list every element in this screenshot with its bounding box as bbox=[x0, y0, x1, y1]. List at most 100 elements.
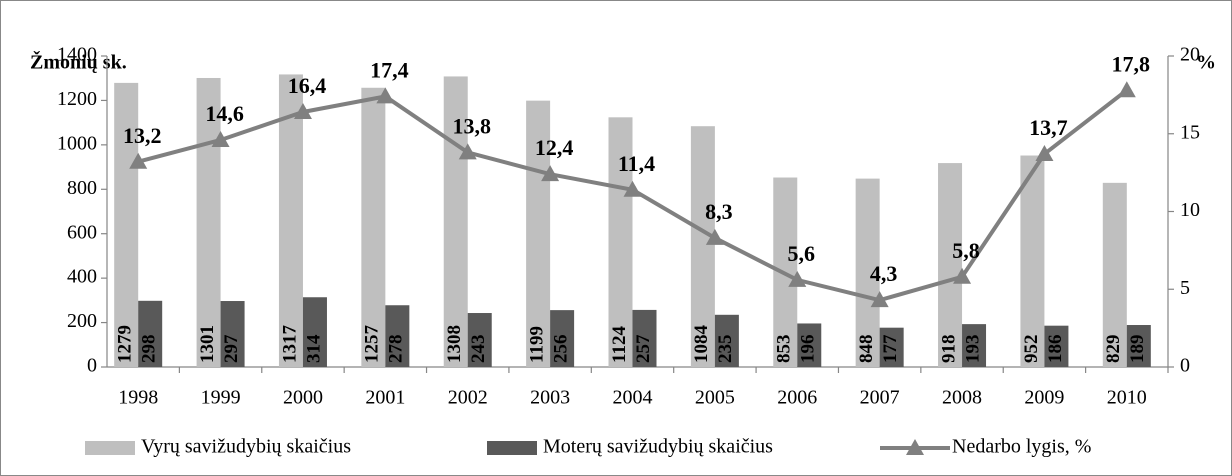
x-tick-label: 2006 bbox=[777, 387, 817, 409]
y-tick-label: 1200 bbox=[57, 88, 97, 110]
y-axis-title: Žmonių sk. bbox=[30, 50, 127, 74]
bar-value-label: 1301 bbox=[197, 325, 218, 363]
bar bbox=[879, 327, 904, 367]
line-marker bbox=[129, 152, 148, 169]
x-tick-label: 2009 bbox=[1024, 387, 1064, 409]
line-value-label: 16,4 bbox=[288, 73, 327, 98]
bar-value-label: 256 bbox=[550, 335, 571, 364]
line-value-label: 11,4 bbox=[618, 151, 655, 176]
x-tick-label: 2007 bbox=[860, 387, 900, 409]
bar-value-label: 1308 bbox=[444, 325, 465, 363]
bar-value-label: 297 bbox=[221, 334, 242, 363]
bar-value-label: 186 bbox=[1045, 335, 1066, 364]
legend-swatch bbox=[487, 441, 537, 455]
line-value-label: 17,4 bbox=[370, 57, 409, 82]
line-marker bbox=[623, 180, 642, 197]
bar bbox=[302, 297, 327, 367]
line-value-label: 8,3 bbox=[705, 199, 733, 224]
legend-label: Nedarbo lygis, % bbox=[952, 436, 1091, 458]
line-marker bbox=[788, 270, 807, 287]
bar bbox=[220, 301, 245, 367]
bar bbox=[1020, 155, 1045, 367]
y2-tick-label: 20 bbox=[1180, 44, 1200, 66]
bar bbox=[196, 77, 221, 368]
bar bbox=[797, 323, 822, 367]
x-tick-label: 2005 bbox=[695, 387, 735, 409]
x-tick-label: 2010 bbox=[1107, 387, 1147, 409]
y-tick-label: 800 bbox=[67, 177, 97, 199]
bar-value-label: 952 bbox=[1021, 335, 1042, 364]
bar bbox=[1126, 325, 1151, 367]
line-marker bbox=[1117, 81, 1136, 98]
bar bbox=[1102, 182, 1127, 367]
line-marker bbox=[953, 267, 972, 284]
bar-value-label: 177 bbox=[880, 334, 901, 363]
y2-tick-label: 5 bbox=[1180, 277, 1190, 299]
line-value-label: 13,8 bbox=[452, 113, 491, 138]
bar-value-label: 314 bbox=[303, 334, 324, 363]
x-tick-label: 2008 bbox=[942, 387, 982, 409]
bar-value-label: 848 bbox=[856, 335, 877, 364]
legend-label: Moterų savižudybių skaičius bbox=[543, 436, 773, 458]
y2-tick-label: 15 bbox=[1180, 121, 1200, 143]
bar bbox=[526, 100, 551, 368]
line-marker bbox=[376, 87, 395, 104]
line-value-label: 5,6 bbox=[788, 241, 816, 266]
bar bbox=[855, 178, 880, 367]
y2-tick-label: 10 bbox=[1180, 199, 1200, 221]
line-value-label: 14,6 bbox=[205, 101, 244, 126]
bar bbox=[385, 305, 410, 367]
line-value-label: 13,2 bbox=[123, 123, 162, 148]
y2-tick-label: 0 bbox=[1180, 355, 1190, 377]
bar-value-label: 189 bbox=[1127, 335, 1148, 364]
bar bbox=[632, 309, 657, 367]
bar-value-label: 278 bbox=[386, 335, 407, 364]
bar bbox=[1044, 325, 1069, 367]
bar-value-label: 193 bbox=[962, 335, 983, 364]
bar-value-label: 1257 bbox=[362, 325, 383, 364]
x-tick-label: 2001 bbox=[365, 387, 405, 409]
bar-value-label: 235 bbox=[715, 335, 736, 364]
y-tick-label: 0 bbox=[87, 355, 97, 377]
bar bbox=[138, 300, 163, 367]
line-marker bbox=[211, 130, 230, 147]
x-tick-label: 2002 bbox=[448, 387, 488, 409]
bar-value-label: 918 bbox=[938, 335, 959, 364]
bar-value-label: 298 bbox=[139, 335, 160, 364]
x-tick-label: 2003 bbox=[530, 387, 570, 409]
bar-value-label: 196 bbox=[798, 335, 819, 364]
legend-label: Vyrų savižudybių skaičius bbox=[141, 436, 351, 458]
x-tick-label: 2004 bbox=[613, 387, 653, 409]
line-value-label: 4,3 bbox=[870, 261, 898, 286]
legend-marker bbox=[906, 439, 924, 455]
bar-value-label: 1279 bbox=[115, 325, 136, 363]
y-tick-label: 1000 bbox=[57, 132, 97, 154]
line-marker bbox=[1035, 144, 1054, 161]
line-value-label: 13,7 bbox=[1029, 115, 1068, 140]
bar bbox=[608, 117, 633, 367]
line-marker bbox=[705, 228, 724, 245]
bar bbox=[114, 82, 139, 368]
line-value-label: 17,8 bbox=[1112, 51, 1151, 76]
legend-swatch bbox=[85, 441, 135, 455]
bar bbox=[714, 314, 739, 367]
line-marker bbox=[458, 143, 477, 160]
bar bbox=[443, 76, 468, 368]
bar-value-label: 829 bbox=[1103, 335, 1124, 364]
x-tick-label: 1998 bbox=[118, 387, 158, 409]
y-tick-label: 1400 bbox=[57, 44, 97, 66]
y-tick-label: 200 bbox=[67, 310, 97, 332]
line-value-label: 5,8 bbox=[952, 238, 980, 263]
bar bbox=[467, 313, 492, 367]
bar bbox=[361, 87, 386, 368]
line-marker bbox=[293, 102, 312, 119]
y2-axis-title: % bbox=[1196, 52, 1216, 74]
y-tick-label: 600 bbox=[67, 221, 97, 243]
line-marker bbox=[870, 291, 889, 308]
bar-value-label: 1199 bbox=[526, 326, 547, 363]
bar bbox=[550, 310, 575, 367]
bar bbox=[962, 324, 987, 367]
bar-value-label: 853 bbox=[774, 335, 795, 364]
y-tick-label: 400 bbox=[67, 266, 97, 288]
